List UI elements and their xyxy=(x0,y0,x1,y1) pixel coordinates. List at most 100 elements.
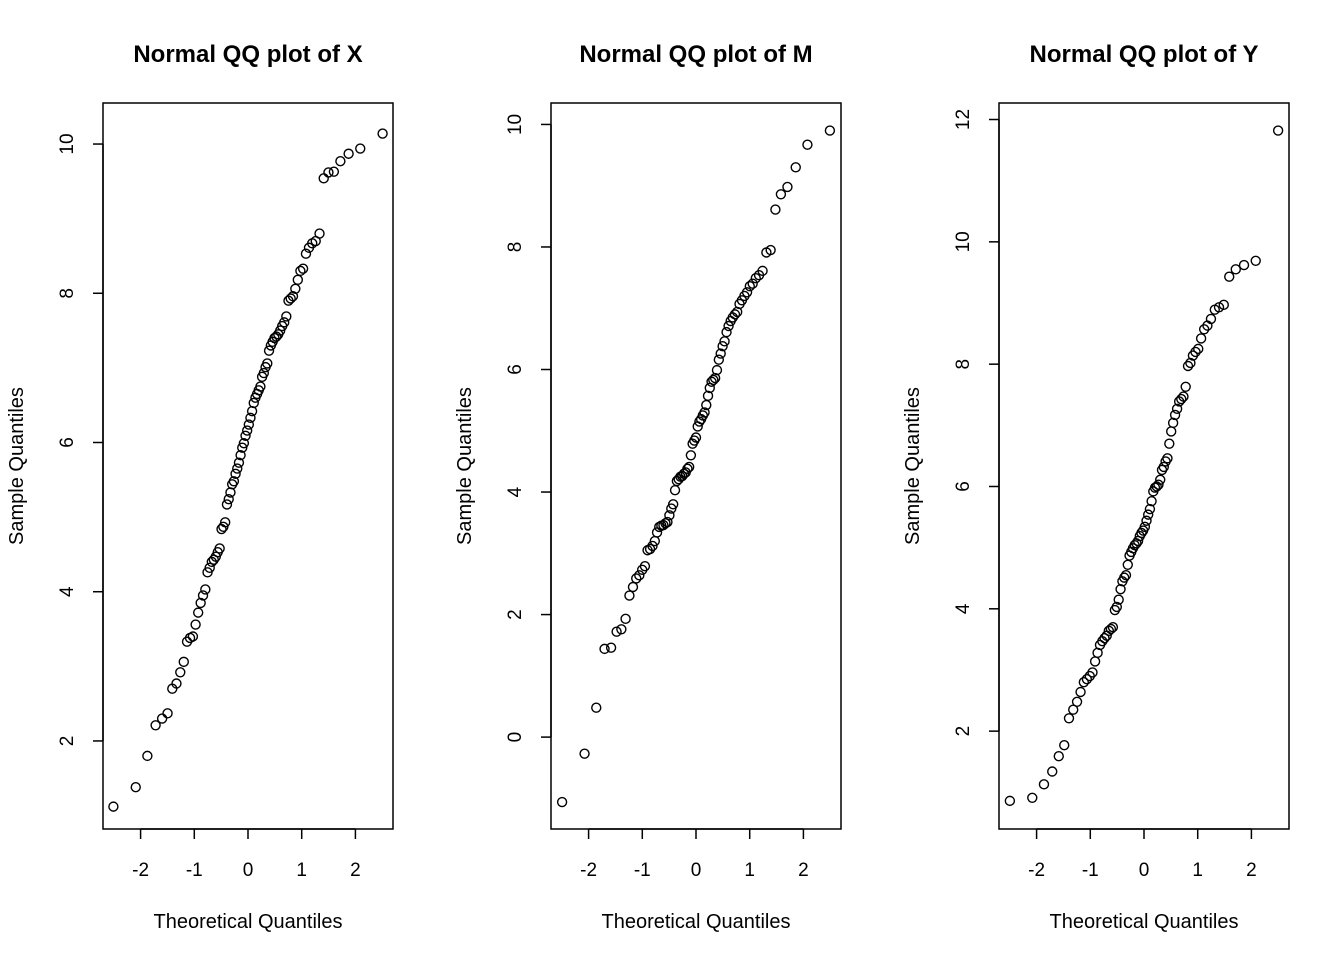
qq-point xyxy=(281,311,292,322)
y-tick-label: 10 xyxy=(57,133,78,154)
qq-point xyxy=(219,517,231,528)
qq-point xyxy=(673,473,684,485)
qq-point xyxy=(591,702,602,713)
qq-point xyxy=(682,463,693,474)
qq-point xyxy=(297,263,309,274)
qq-point xyxy=(775,189,787,200)
x-tick-label: -2 xyxy=(132,860,149,881)
qq-point xyxy=(1171,403,1183,415)
qq-point xyxy=(1120,569,1132,581)
qq-point xyxy=(1059,740,1070,751)
qq-point xyxy=(802,139,813,150)
qq-point xyxy=(1109,604,1121,616)
qq-point xyxy=(1195,333,1207,344)
qq-point xyxy=(765,244,776,256)
qq-point xyxy=(204,562,215,574)
y-tick-label: 2 xyxy=(57,736,78,747)
qq-point xyxy=(171,678,182,689)
y-tick-label: 6 xyxy=(505,364,526,375)
x-tick-label: 1 xyxy=(744,860,755,881)
qq-point xyxy=(235,449,246,461)
qq-point xyxy=(1190,346,1201,358)
qq-point xyxy=(723,320,734,332)
qq-point xyxy=(150,720,161,731)
qq-point xyxy=(1182,360,1194,372)
qq-point xyxy=(323,167,334,178)
qq-point xyxy=(721,326,732,338)
qq-point xyxy=(1153,479,1164,490)
qq-point xyxy=(295,265,306,277)
qq-point xyxy=(1162,453,1173,464)
qq-point xyxy=(1053,751,1064,762)
qq-point xyxy=(1111,601,1122,613)
qq-point xyxy=(1164,438,1175,449)
y-tick-label: 10 xyxy=(953,231,974,252)
qq-point xyxy=(108,801,119,812)
qq-point xyxy=(1149,482,1161,493)
plot-frame xyxy=(998,102,1290,830)
qq-point xyxy=(162,708,173,719)
qq-point xyxy=(1198,324,1210,335)
y-tick-label: 4 xyxy=(505,486,526,497)
qq-point xyxy=(685,450,697,461)
chart-title: Normal QQ plot of X xyxy=(133,41,362,68)
qq-point xyxy=(175,667,186,678)
qq-point xyxy=(248,397,259,409)
qq-point xyxy=(750,273,761,284)
qq-point xyxy=(221,499,233,510)
qq-point xyxy=(343,148,354,159)
qq-point xyxy=(620,613,631,625)
qq-point xyxy=(238,438,250,449)
qq-point xyxy=(1178,391,1189,402)
qq-point xyxy=(300,248,312,259)
qq-point xyxy=(1136,527,1147,539)
qq-point xyxy=(328,166,340,177)
x-axis-label: Theoretical Quantiles xyxy=(1050,911,1239,933)
qq-point xyxy=(237,442,248,453)
qq-point xyxy=(1158,461,1169,473)
y-axis-label: Sample Quantiles xyxy=(902,387,924,545)
y-axis-label: Sample Quantiles xyxy=(6,387,28,545)
y-tick-label: 8 xyxy=(57,288,78,299)
qq-point xyxy=(1113,594,1124,605)
qq-point xyxy=(243,419,255,430)
qq-point xyxy=(1063,713,1075,724)
qq-point xyxy=(245,412,256,424)
qq-point xyxy=(1105,623,1117,635)
x-tick-label: 2 xyxy=(1246,860,1257,881)
qq-point xyxy=(579,748,590,759)
qq-point xyxy=(729,309,741,320)
qq-point xyxy=(1176,393,1187,405)
qq-point xyxy=(285,293,296,304)
x-tick-label: 1 xyxy=(296,860,307,881)
qq-point xyxy=(1185,357,1196,369)
qq-point xyxy=(634,570,645,581)
qq-point xyxy=(1027,792,1038,804)
qq-point xyxy=(1139,521,1151,533)
qq-point xyxy=(1087,667,1098,678)
qq-point xyxy=(142,750,153,762)
qq-point xyxy=(1047,766,1058,777)
qq-point xyxy=(292,274,304,286)
qq-point xyxy=(1205,313,1217,325)
y-tick-label: 2 xyxy=(953,726,974,737)
qq-point xyxy=(318,173,329,184)
qq-point xyxy=(1075,686,1086,698)
qq-point xyxy=(694,416,705,427)
qq-point xyxy=(709,372,721,384)
qq-point xyxy=(677,470,688,482)
qq-panel-1: Normal QQ plot of X -2 -1 0 1 2 2 4 6 8 10 Theoreti… xyxy=(6,41,394,933)
qq-point xyxy=(1119,572,1130,583)
qq-point xyxy=(1141,515,1152,526)
y-tick-label: 2 xyxy=(505,609,526,620)
x-tick-label: -1 xyxy=(1082,860,1099,881)
qq-panel-3: Normal QQ plot of Y-2 -1 0 1 224681012Theore… xyxy=(902,41,1290,933)
qq-point xyxy=(223,494,234,505)
qq-point xyxy=(1122,559,1133,570)
qq-point xyxy=(1081,673,1093,685)
chart-title: Normal QQ plot of Y xyxy=(1030,41,1259,68)
qq-point xyxy=(790,162,801,173)
qq-point xyxy=(631,573,642,584)
qq-point xyxy=(1144,503,1156,515)
qq-point xyxy=(262,358,273,369)
